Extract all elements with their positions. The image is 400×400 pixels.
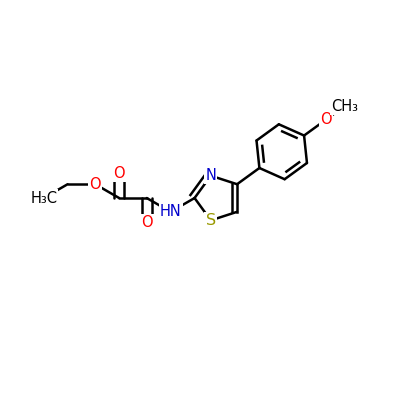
Text: S: S [206,213,216,228]
Text: CH₃: CH₃ [331,99,358,114]
Text: O: O [113,166,125,181]
Text: O: O [141,215,152,230]
Text: HN: HN [160,204,182,219]
Text: N: N [205,168,216,183]
Text: H₃C: H₃C [30,190,57,206]
Text: O: O [321,112,332,127]
Text: O: O [90,177,101,192]
